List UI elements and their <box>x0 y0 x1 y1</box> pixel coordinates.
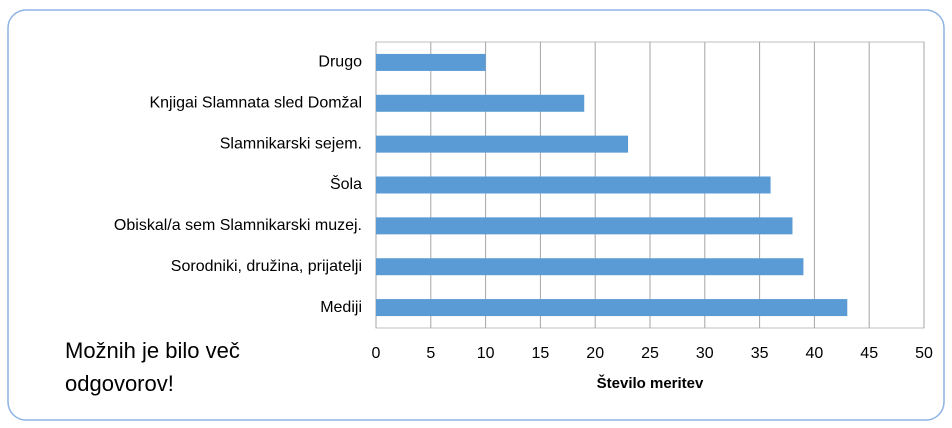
x-tick-label: 45 <box>860 345 878 362</box>
x-tick-label: 5 <box>426 345 435 362</box>
x-tick-label: 15 <box>532 345 550 362</box>
bar <box>376 135 629 153</box>
frame <box>7 9 945 421</box>
x-tick-label: 0 <box>372 345 381 362</box>
x-tick-label: 30 <box>696 345 714 362</box>
x-tick-label: 35 <box>751 345 769 362</box>
annotation: Možnih je bilo več <box>65 338 240 363</box>
x-tick-label: 40 <box>806 345 824 362</box>
x-tick-label: 50 <box>915 345 933 362</box>
bar <box>376 217 793 235</box>
bar <box>376 94 585 112</box>
y-tick-label: Knjigai Slamnata sled Domžal <box>149 95 362 112</box>
annotation: odgovorov! <box>65 371 174 396</box>
x-tick-label: 25 <box>641 345 659 362</box>
x-axis-title: Število meritev <box>597 374 704 392</box>
y-tick-label: Mediji <box>320 299 362 316</box>
y-tick-label: Drugo <box>318 54 362 71</box>
bar <box>376 53 486 71</box>
y-tick-label: Slamnikarski sejem. <box>220 135 362 152</box>
x-tick-label: 20 <box>586 345 604 362</box>
bar <box>376 299 848 317</box>
bar <box>376 176 771 194</box>
y-tick-label: Šola <box>330 174 362 193</box>
y-tick-label: Sorodniki, družina, prijatelji <box>171 258 362 275</box>
y-tick-label: Obiskal/a sem Slamnikarski muzej. <box>114 217 362 234</box>
x-tick-label: 10 <box>477 345 495 362</box>
bar <box>376 258 804 276</box>
